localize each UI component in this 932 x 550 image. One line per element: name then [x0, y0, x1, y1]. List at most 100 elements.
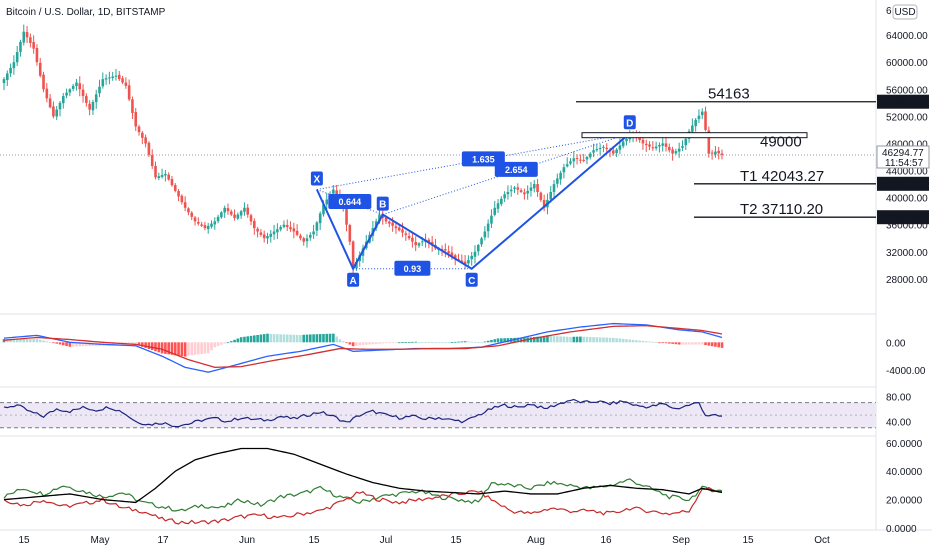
- candle-body: [414, 242, 417, 246]
- macd-histogram-bar: [595, 337, 599, 343]
- macd-histogram-bar: [414, 341, 417, 343]
- candle-body: [519, 190, 523, 192]
- candle-body: [134, 112, 138, 127]
- symbol-title: Bitcoin / U.S. Dollar, 1D, BITSTAMP: [6, 7, 166, 18]
- macd-histogram-bar: [579, 336, 582, 343]
- candle-body: [45, 88, 49, 99]
- macd-histogram-bar: [262, 334, 266, 343]
- candle-body: [509, 189, 513, 192]
- candle-body: [32, 42, 35, 49]
- candle-body: [539, 192, 543, 200]
- candle-body: [407, 235, 411, 239]
- macd-histogram-bar: [480, 342, 483, 344]
- point-label-a: A: [350, 276, 357, 287]
- macd-histogram-bar: [556, 336, 559, 343]
- price-axis[interactable]: 6 64000.00 60000.00 56000.00 52000.00 48000.0…: [876, 6, 930, 535]
- candle-body: [78, 83, 82, 90]
- candle-body: [582, 159, 585, 161]
- candle-body: [35, 47, 39, 63]
- candle-body: [98, 86, 101, 94]
- harmonic-pattern[interactable]: 0.644 0.93 1.635 2.654 X A B C D: [310, 115, 636, 287]
- candle-body: [404, 233, 408, 235]
- macd-histogram-bar: [598, 337, 602, 343]
- candle-body: [348, 225, 352, 242]
- level-price-tag: [877, 94, 929, 109]
- macd-histogram-bar: [463, 341, 467, 343]
- macd-histogram-bar: [137, 342, 141, 346]
- current-price-tag: [876, 145, 930, 169]
- macd-histogram-bar: [203, 342, 207, 354]
- candle-body: [154, 166, 157, 178]
- candle-body: [664, 143, 668, 147]
- candle-body: [183, 202, 187, 208]
- macd-histogram-bar: [29, 338, 32, 343]
- macd-histogram-bar: [621, 338, 625, 343]
- macd-histogram-bar: [569, 336, 572, 343]
- macd-histogram-bar: [9, 338, 12, 343]
- candle-body: [279, 226, 282, 230]
- candle-body: [658, 145, 661, 147]
- price-tick: 32000.00: [886, 248, 928, 259]
- macd-histogram-bar: [328, 333, 332, 343]
- macd-histogram-bar: [42, 340, 45, 343]
- candle-body: [651, 147, 655, 149]
- candle-body: [144, 137, 147, 144]
- candle-body: [598, 147, 602, 149]
- candle-body: [500, 198, 503, 205]
- candle-body: [467, 259, 470, 264]
- macd-histogram-bar: [615, 338, 618, 343]
- macd-histogram-bar: [592, 337, 595, 343]
- candle-body: [444, 249, 447, 251]
- candle-body: [714, 151, 717, 155]
- candle-body: [378, 214, 381, 222]
- macd-histogram-bar: [450, 342, 454, 343]
- candle-body: [529, 187, 533, 191]
- candle-body: [717, 150, 721, 154]
- macd-histogram-bar: [335, 336, 338, 343]
- macd-histogram-bar: [391, 342, 394, 344]
- macd-histogram-bar: [239, 337, 243, 343]
- macd-histogram-bar: [661, 342, 665, 344]
- macd-histogram-bar: [276, 334, 279, 343]
- macd-histogram-bar: [588, 336, 592, 343]
- macd-histogram-bar: [371, 342, 375, 345]
- macd-histogram-bar: [299, 334, 302, 343]
- macd-histogram-bar: [167, 342, 170, 355]
- macd-histogram-bar: [411, 341, 414, 343]
- macd-histogram-bar: [687, 342, 691, 345]
- macd-histogram-bar: [417, 341, 421, 343]
- time-axis[interactable]: 15 May 17 Jun 15 Jul 15 Aug 16 Sep 15 Oct: [18, 535, 830, 546]
- point-tag-b: [376, 196, 389, 211]
- candle-body: [536, 184, 539, 192]
- macd-histogram-bar: [200, 342, 203, 354]
- candle-body: [15, 52, 19, 63]
- candle-body: [332, 189, 335, 194]
- macd-histogram-bar: [78, 342, 82, 347]
- candle-body: [197, 222, 200, 224]
- macd-histogram-bar: [546, 335, 549, 343]
- signal-line: [3, 324, 723, 368]
- macd-histogram-bar: [2, 338, 6, 343]
- candle-body: [496, 203, 500, 209]
- candle-body: [565, 164, 569, 167]
- macd-histogram-bar: [243, 336, 246, 343]
- candle-body: [473, 251, 477, 257]
- candle-body: [625, 138, 628, 142]
- candle-body: [641, 139, 645, 144]
- macd-histogram-bar: [658, 342, 661, 344]
- candle-body: [141, 132, 144, 138]
- candle-body: [559, 172, 562, 180]
- macd-histogram-bar: [697, 342, 701, 345]
- candle-body: [677, 148, 681, 152]
- currency-button[interactable]: USD: [892, 4, 918, 20]
- macd-histogram-bar: [473, 341, 477, 343]
- candle-body: [22, 31, 26, 43]
- macd-histogram-bar: [341, 341, 345, 343]
- macd-histogram-bar: [506, 338, 510, 343]
- macd-histogram-bar: [549, 335, 553, 343]
- macd-histogram-bar: [22, 338, 26, 343]
- price-levels[interactable]: 54163 49000 T1 42043.27 T2 37110.20: [576, 86, 876, 218]
- macd-histogram-bar: [496, 338, 500, 343]
- candle-body: [411, 237, 414, 242]
